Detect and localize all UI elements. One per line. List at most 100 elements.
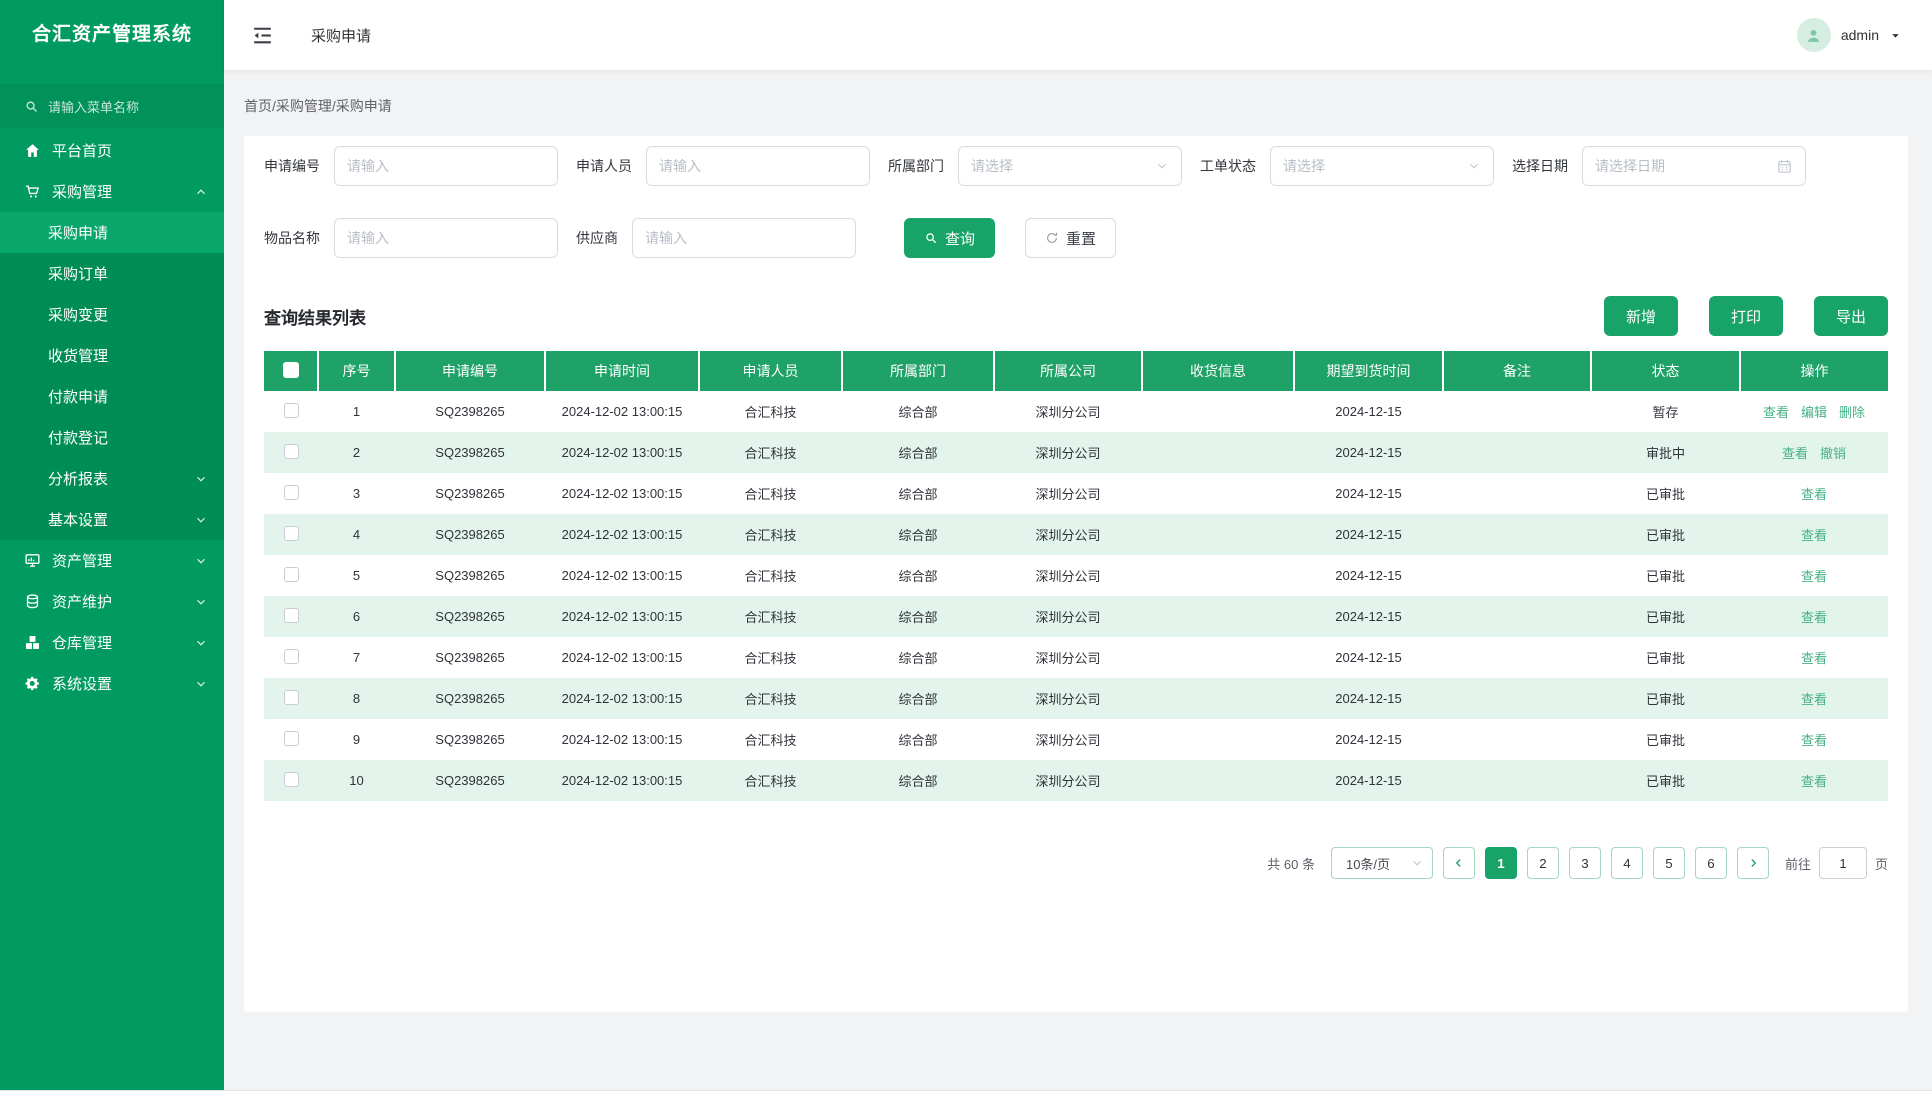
status-cell: 已审批 [1591, 678, 1740, 719]
goto-page-input[interactable]: 1 [1819, 847, 1867, 879]
row-checkbox[interactable] [284, 649, 299, 664]
sidebar-subitem[interactable]: 采购申请 [0, 212, 224, 253]
table-cell: 2024-12-02 13:00:15 [545, 391, 699, 432]
table-cell: SQ2398265 [395, 555, 545, 596]
sidebar-item[interactable]: 资产维护 [0, 581, 224, 622]
goto-suffix: 页 [1875, 854, 1888, 873]
row-checkbox[interactable] [284, 485, 299, 500]
next-page-button[interactable] [1737, 847, 1769, 879]
topbar-tab[interactable]: 采购申请 [311, 25, 371, 46]
table-cell: 综合部 [842, 637, 994, 678]
table-row: 2SQ23982652024-12-02 13:00:15合汇科技综合部深圳分公… [264, 432, 1888, 473]
filter-select[interactable]: 请选择 [958, 146, 1182, 186]
status-cell: 暂存 [1591, 391, 1740, 432]
action-link[interactable]: 查看 [1801, 528, 1827, 543]
search-button[interactable]: 查询 [904, 218, 995, 258]
row-checkbox[interactable] [284, 403, 299, 418]
filter-item: 物品名称请输入 [264, 218, 558, 258]
table-cell: 2024-12-15 [1294, 719, 1443, 760]
table-cell: 深圳分公司 [994, 555, 1142, 596]
table-header-cell: 收货信息 [1142, 351, 1294, 391]
sidebar-subitem[interactable]: 收货管理 [0, 335, 224, 376]
prev-page-button[interactable] [1443, 847, 1475, 879]
action-link[interactable]: 查看 [1782, 446, 1808, 461]
action-link[interactable]: 查看 [1801, 610, 1827, 625]
filter-text-input[interactable]: 请输入 [632, 218, 856, 258]
table-cell [1443, 719, 1591, 760]
table-cell [1443, 637, 1591, 678]
page-button[interactable]: 4 [1611, 847, 1643, 879]
select-all-checkbox[interactable] [283, 362, 299, 378]
search-icon [924, 231, 938, 245]
page-button[interactable]: 6 [1695, 847, 1727, 879]
user-menu[interactable]: admin [1797, 18, 1902, 52]
action-link[interactable]: 查看 [1801, 569, 1827, 584]
collapse-sidebar-icon[interactable] [250, 23, 275, 48]
row-checkbox[interactable] [284, 731, 299, 746]
filter-select[interactable]: 请选择 [1270, 146, 1494, 186]
add-button[interactable]: 新增 [1604, 296, 1678, 336]
table-cell: 5 [318, 555, 395, 596]
pagination-total: 共 60 条 [1267, 854, 1315, 873]
table-cell: 综合部 [842, 596, 994, 637]
row-select-cell [264, 678, 318, 719]
filter-date-input[interactable]: 请选择日期 [1582, 146, 1806, 186]
sidebar-subitem[interactable]: 分析报表 [0, 458, 224, 499]
bottom-strip [0, 1090, 1932, 1113]
action-link[interactable]: 查看 [1801, 733, 1827, 748]
page-size-select[interactable]: 10条/页 [1331, 847, 1433, 879]
table-cell: 2024-12-15 [1294, 760, 1443, 801]
action-link[interactable]: 撤销 [1820, 446, 1846, 461]
print-button[interactable]: 打印 [1709, 296, 1783, 336]
sidebar-subitem[interactable]: 基本设置 [0, 499, 224, 540]
sidebar-subitem[interactable]: 采购变更 [0, 294, 224, 335]
export-button[interactable]: 导出 [1814, 296, 1888, 336]
table-cell [1142, 637, 1294, 678]
action-link[interactable]: 编辑 [1801, 405, 1827, 420]
filter-placeholder: 请选择日期 [1595, 156, 1776, 176]
table-cell [1443, 760, 1591, 801]
sidebar-subitem[interactable]: 付款申请 [0, 376, 224, 417]
filter-text-input[interactable]: 请输入 [646, 146, 870, 186]
row-checkbox[interactable] [284, 608, 299, 623]
table-cell: 综合部 [842, 473, 994, 514]
sidebar-item-label: 系统设置 [52, 673, 112, 694]
row-checkbox[interactable] [284, 444, 299, 459]
sidebar-subitem[interactable]: 采购订单 [0, 253, 224, 294]
action-link[interactable]: 查看 [1801, 487, 1827, 502]
table-cell: 4 [318, 514, 395, 555]
table-cell: 2024-12-02 13:00:15 [545, 473, 699, 514]
action-link[interactable]: 查看 [1801, 774, 1827, 789]
page-button[interactable]: 1 [1485, 847, 1517, 879]
chevron-up-icon [194, 185, 208, 199]
action-link[interactable]: 查看 [1763, 405, 1789, 420]
action-link[interactable]: 查看 [1801, 651, 1827, 666]
sidebar-item[interactable]: 系统设置 [0, 663, 224, 704]
reset-button[interactable]: 重置 [1025, 218, 1116, 258]
action-link[interactable]: 删除 [1839, 405, 1865, 420]
row-checkbox[interactable] [284, 526, 299, 541]
action-link[interactable]: 查看 [1801, 692, 1827, 707]
page-button[interactable]: 5 [1653, 847, 1685, 879]
row-checkbox[interactable] [284, 690, 299, 705]
sidebar-search-input[interactable]: 请输入菜单名称 [0, 84, 224, 128]
filter-text-input[interactable]: 请输入 [334, 146, 558, 186]
avatar [1797, 18, 1831, 52]
sidebar-item-label: 仓库管理 [52, 632, 112, 653]
actions-cell: 查看 [1740, 596, 1888, 637]
sidebar-item[interactable]: 资产管理 [0, 540, 224, 581]
sidebar-item[interactable]: 平台首页 [0, 130, 224, 171]
page-button[interactable]: 2 [1527, 847, 1559, 879]
sidebar-subitem[interactable]: 付款登记 [0, 417, 224, 458]
table-header-cell: 状态 [1591, 351, 1740, 391]
monitor-icon [24, 552, 41, 569]
table-cell: 综合部 [842, 391, 994, 432]
row-checkbox[interactable] [284, 567, 299, 582]
table-cell: SQ2398265 [395, 678, 545, 719]
sidebar-item[interactable]: 采购管理 [0, 171, 224, 212]
table-cell [1142, 760, 1294, 801]
row-checkbox[interactable] [284, 772, 299, 787]
sidebar-item[interactable]: 仓库管理 [0, 622, 224, 663]
filter-text-input[interactable]: 请输入 [334, 218, 558, 258]
page-button[interactable]: 3 [1569, 847, 1601, 879]
